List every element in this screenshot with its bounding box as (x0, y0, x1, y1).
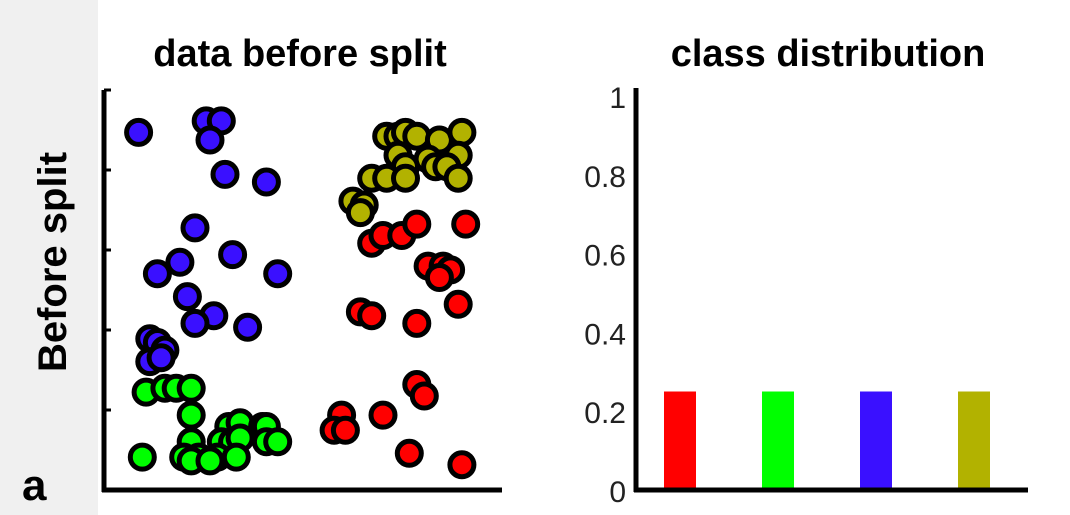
scatter-point (146, 343, 176, 373)
scatter-panel: data before split (101, 33, 502, 493)
scatter-point (221, 442, 251, 472)
scatter-point (447, 117, 477, 147)
scatter-ticks (104, 88, 111, 492)
bar-title: class distribution (671, 33, 986, 75)
scatter-point (263, 427, 293, 457)
panel-letter: a (22, 461, 47, 510)
scatter-point (424, 263, 454, 292)
scatter-point (402, 308, 432, 338)
scatter-points (124, 106, 481, 480)
scatter-point (402, 121, 432, 151)
scatter-point (180, 213, 210, 243)
bar-panel: class distribution 0 0.2 0.4 0.6 0.8 1 (584, 33, 1028, 509)
scatter-point (142, 259, 172, 289)
scatter-point (443, 163, 473, 193)
row-label: Before split (31, 152, 75, 372)
scatter-point (176, 373, 206, 403)
scatter-point (357, 301, 387, 331)
scatter-point (345, 198, 375, 228)
bar-y-ticks: 0 0.2 0.4 0.6 0.8 1 (584, 82, 626, 509)
scatter-point (330, 415, 360, 445)
scatter-point (263, 259, 293, 289)
scatter-point (195, 446, 225, 476)
bar-y-tick-label: 0.6 (584, 240, 626, 273)
scatter-point (394, 438, 424, 468)
scatter-point (180, 308, 210, 338)
bar-y-tick-label: 0.8 (584, 161, 626, 194)
scatter-point (402, 209, 432, 239)
scatter-point (451, 209, 481, 239)
scatter-point (409, 381, 439, 411)
bar-y-tick-label: 1 (609, 82, 626, 115)
bar-y-tick-label: 0.4 (584, 318, 626, 351)
bar-y-tick-label: 0 (609, 476, 626, 509)
scatter-point (165, 247, 195, 277)
scatter-point (218, 240, 248, 270)
bars (664, 391, 990, 490)
bar (664, 391, 696, 490)
scatter-point (251, 167, 281, 197)
scatter-point (443, 289, 473, 319)
scatter-point (447, 450, 477, 480)
scatter-point (195, 125, 225, 155)
bar-y-tick-label: 0.2 (584, 397, 626, 430)
scatter-point (368, 400, 398, 430)
scatter-point (172, 282, 202, 312)
scatter-point (233, 312, 263, 342)
scatter-title: data before split (153, 33, 447, 75)
bar (958, 391, 990, 490)
scatter-point (210, 159, 240, 189)
scatter-point (124, 117, 154, 147)
bar (762, 391, 794, 490)
scatter-point (391, 163, 420, 193)
scatter-point (176, 400, 206, 430)
bar (860, 391, 892, 490)
scatter-point (127, 442, 157, 472)
